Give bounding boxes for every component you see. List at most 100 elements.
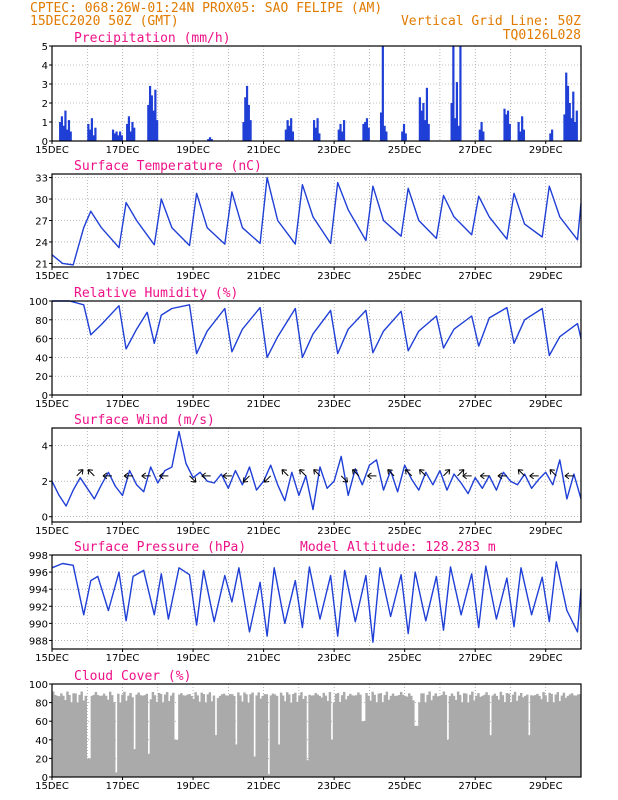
wind-frame bbox=[51, 427, 582, 523]
precipitation-bar bbox=[549, 133, 552, 141]
precipitation-bar bbox=[401, 131, 404, 141]
cloud-bar bbox=[129, 693, 132, 777]
cloud-bar bbox=[216, 698, 220, 777]
cloud-bar bbox=[56, 695, 59, 777]
pressure-annotation: Model Altitude: 128.283 m bbox=[300, 540, 496, 555]
cloud-bar bbox=[479, 696, 482, 777]
cloud-bar bbox=[237, 692, 240, 777]
cloud-title: Cloud Cover (%) bbox=[74, 669, 191, 684]
precipitation-bar bbox=[570, 118, 573, 141]
cloud-bar bbox=[70, 702, 73, 777]
cloud-bar bbox=[229, 694, 232, 777]
wind-arrow-shaft bbox=[387, 469, 395, 477]
wind-arrow-shaft bbox=[299, 469, 307, 477]
cloud-bar bbox=[281, 695, 285, 777]
wind-arrow bbox=[443, 469, 451, 477]
cloud-bar bbox=[212, 695, 216, 777]
cloud-bar bbox=[397, 695, 401, 777]
cloud-bar bbox=[271, 693, 275, 777]
wind-arrow bbox=[480, 472, 490, 480]
cloud-bar bbox=[328, 691, 332, 777]
precipitation-bar bbox=[69, 131, 72, 141]
precipitation-xtick-label: 29DEC bbox=[529, 145, 563, 156]
wind-arrow-shaft bbox=[87, 469, 95, 477]
precipitation-bar bbox=[147, 104, 150, 141]
wind-arrow-head bbox=[387, 469, 393, 471]
cloud-bar bbox=[452, 695, 456, 777]
precipitation-bar bbox=[284, 129, 287, 141]
cloud-bar bbox=[530, 695, 533, 777]
precipitation-bar bbox=[312, 120, 316, 141]
cloud-bar bbox=[377, 693, 380, 777]
wind-arrow-head bbox=[102, 475, 108, 480]
cloud-bar bbox=[562, 692, 566, 777]
precipitation-ytick-label: 5 bbox=[42, 42, 48, 53]
cloud-bar bbox=[52, 691, 55, 777]
pressure-xtick-label: 25DEC bbox=[388, 653, 422, 664]
cloud-bar bbox=[300, 692, 303, 777]
cloud-bar bbox=[80, 691, 83, 777]
cloud-bar bbox=[90, 695, 94, 777]
pressure-ytick-label: 988 bbox=[29, 636, 48, 647]
wind-xtick-label: 23DEC bbox=[317, 526, 351, 537]
cloud-bar bbox=[314, 692, 317, 777]
precipitation-bar bbox=[503, 108, 506, 141]
cloud-bar bbox=[312, 695, 315, 777]
cloud-bar bbox=[424, 702, 427, 777]
precipitation-xtick-label: 17DEC bbox=[106, 145, 140, 156]
precipitation-bar bbox=[154, 89, 157, 141]
cloud-frame bbox=[51, 683, 582, 778]
wind-arrow-shaft bbox=[313, 469, 321, 477]
cloud-bar bbox=[548, 692, 551, 777]
cloud-bar bbox=[469, 694, 472, 777]
cloud-bar bbox=[578, 694, 582, 777]
cloud-bar bbox=[576, 694, 580, 777]
cloud-bar bbox=[428, 691, 431, 777]
precipitation-bar bbox=[575, 110, 578, 141]
cloud-bar bbox=[88, 758, 92, 777]
precipitation-bar bbox=[131, 122, 134, 141]
precipitation-bar bbox=[508, 123, 511, 141]
wind-arrow-head bbox=[405, 469, 411, 471]
humidity-xtick-label: 23DEC bbox=[317, 399, 351, 410]
cloud-bar bbox=[471, 691, 474, 777]
cloud-bar bbox=[558, 701, 562, 777]
cloud-bar bbox=[253, 756, 256, 777]
temperature-frame bbox=[51, 173, 582, 268]
wind-arrow-head bbox=[367, 472, 372, 477]
cloud-bar bbox=[511, 694, 515, 777]
precipitation-bar bbox=[337, 129, 340, 141]
wind-arrow-head bbox=[444, 469, 450, 471]
wind-arrow-head bbox=[462, 472, 467, 477]
precipitation-bar bbox=[129, 131, 132, 141]
temperature-xtick-label: 15DEC bbox=[35, 271, 69, 282]
wind-arrow bbox=[263, 475, 272, 483]
cloud-bar bbox=[308, 694, 311, 777]
precipitation-bar bbox=[519, 131, 522, 141]
precipitation-bar bbox=[420, 110, 423, 141]
wind-arrow-head bbox=[141, 472, 147, 477]
precipitation-xtick-label: 25DEC bbox=[388, 145, 422, 156]
cloud-bar bbox=[344, 699, 348, 777]
precipitation-bar bbox=[66, 129, 69, 141]
temperature-title: Surface Temperature (nC) bbox=[74, 159, 262, 174]
cloud-bar bbox=[570, 693, 574, 777]
precipitation-bar bbox=[126, 123, 129, 141]
wind-arrow-shaft bbox=[457, 469, 465, 477]
wind-arrow bbox=[102, 472, 112, 480]
cloud-bar bbox=[66, 691, 69, 777]
cloud-bar bbox=[568, 694, 572, 777]
pressure-xtick-label: 19DEC bbox=[176, 653, 210, 664]
cloud-bar bbox=[54, 694, 57, 777]
cloud-panel: 0 20 40 60 80 100 15DEC 17DEC 19DEC 21DEC 23DEC 25D… bbox=[29, 669, 582, 792]
humidity-ytick-label: 20 bbox=[35, 372, 48, 383]
cloud-bar bbox=[104, 695, 108, 777]
precipitation-bar bbox=[87, 123, 90, 141]
wind-arrow-head bbox=[299, 469, 305, 471]
cloud-bar bbox=[414, 725, 417, 777]
cloud-bar bbox=[117, 693, 120, 777]
cloud-bar bbox=[255, 695, 258, 777]
wind-arrow-head bbox=[497, 472, 503, 477]
wind-arrow bbox=[87, 469, 95, 477]
cloud-bar bbox=[534, 695, 537, 777]
